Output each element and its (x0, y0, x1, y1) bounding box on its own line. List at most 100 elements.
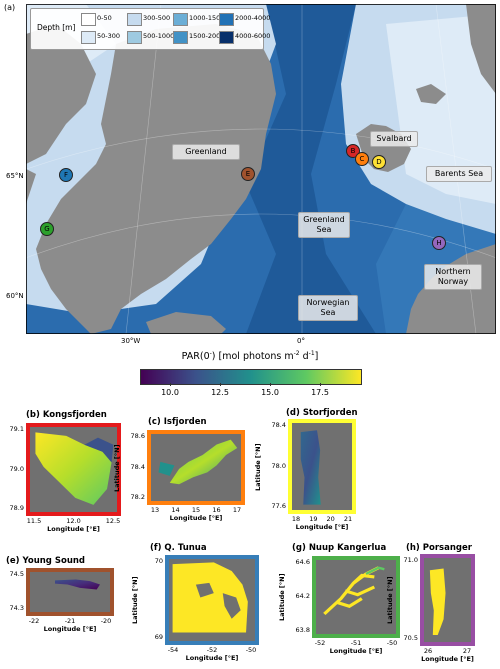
y-tick-label: 79.1 (9, 425, 24, 433)
panel-title-b-kongsfjorden: (b) Kongsfjorden (26, 410, 107, 420)
colorbar-tick (320, 383, 321, 386)
lon-label-0: 0° (297, 337, 305, 345)
land-canada-south (26, 169, 36, 204)
panel-title-g-nuup-kangerlua: (g) Nuup Kangerlua (292, 543, 387, 553)
legend-swatch (127, 31, 142, 44)
colorbar-tick-label: 17.5 (311, 388, 329, 397)
x-tick-label: 14 (171, 506, 180, 514)
panel-title-h-porsanger: (h) Porsanger (406, 543, 472, 553)
region-label: Greenland (172, 144, 240, 160)
station-marker-f[interactable]: F (59, 168, 73, 182)
x-axis-label: Longitude [°E] (47, 525, 100, 533)
panel-c-isfjorden (147, 430, 245, 505)
legend-swatch (127, 13, 142, 26)
y-tick-label: 70.5 (403, 634, 418, 642)
y-axis-label: Latitude [°N] (254, 442, 262, 491)
x-tick-label: 11.5 (26, 517, 42, 525)
x-tick-label: -20 (100, 617, 112, 625)
y-axis-label: Latitude [°N] (113, 443, 121, 492)
x-tick-label: 18 (291, 515, 301, 523)
legend-bin-label: 50-300 (97, 32, 121, 40)
panel-title-e-young-sound: (e) Young Sound (6, 556, 86, 566)
region-label: Northern Norway (424, 264, 482, 290)
x-tick-label: 20 (326, 515, 335, 523)
lat-label-65: 65°N (6, 172, 24, 180)
x-axis-label: Longitude [°E] (295, 523, 349, 531)
depth-legend: Depth [m] 0-50 300-500 1000-1500 2000-4000 5… (30, 8, 270, 50)
x-tick-label: -51 (350, 639, 362, 647)
panel-title-d-storfjorden: (d) Storfjorden (286, 408, 358, 418)
panel-f-q-tunua (165, 555, 259, 645)
y-tick-label: 78.4 (271, 421, 286, 429)
region-label: Barents Sea (426, 166, 492, 182)
y-tick-label: 63.8 (295, 626, 310, 634)
panel-g-nuup-kangerlua (312, 556, 400, 638)
panel-d-storfjorden (288, 419, 356, 514)
legend-bin-label: 1500-2000 (189, 32, 225, 40)
x-tick-label: 26 (423, 647, 433, 655)
x-axis-label: Longitude [°E] (43, 625, 97, 633)
legend-bin-label: 2000-4000 (235, 14, 271, 22)
colorbar-label: PAR(0-) [mol photons m-2 d-1] (181, 350, 319, 363)
x-tick-label: 12.5 (105, 517, 121, 525)
station-marker-h[interactable]: H (432, 236, 446, 250)
main-map: (a) Depth [m] 0-50 300-500 1000-1500 2000-4… (4, 3, 496, 334)
y-axis-label: Latitude [°N] (131, 576, 139, 624)
y-tick-label: 78.4 (130, 462, 145, 471)
legend-title: Depth [m] (37, 23, 76, 32)
legend-swatch (81, 13, 96, 26)
x-axis-label: Longitude [°E] (421, 655, 474, 663)
y-tick-label: 70 (154, 557, 163, 565)
colorbar (140, 369, 362, 385)
x-tick-label: -22 (28, 617, 40, 625)
station-marker-d[interactable]: D (372, 155, 386, 169)
legend-bin-label: 4000-6000 (235, 32, 271, 40)
colorbar-tick-label: 12.5 (211, 388, 229, 397)
x-tick-label: -21 (64, 617, 76, 625)
colorbar-tick (170, 383, 171, 386)
ocean-basin (246, 4, 376, 334)
land-canada (26, 24, 96, 164)
panel-b-kongsfjorden (26, 423, 121, 516)
y-tick-label: 77.6 (271, 502, 286, 510)
lat-label-60: 60°N (6, 292, 24, 300)
panel-map (172, 562, 248, 633)
y-tick-label: 74.5 (9, 570, 24, 578)
land-greenland (36, 24, 276, 334)
x-tick-label: 12.0 (66, 517, 81, 525)
panel-map (35, 432, 114, 505)
y-tick-label: 79.0 (9, 464, 24, 473)
legend-swatch (173, 31, 188, 44)
lon-label-30w: 30°W (121, 337, 141, 345)
y-tick-label: 78.2 (130, 493, 145, 501)
y-tick-label: 74.3 (9, 604, 24, 612)
station-marker-e[interactable]: E (241, 167, 255, 181)
colorbar-tick (220, 383, 221, 386)
y-tick-label: 78.6 (130, 432, 145, 440)
panel-title-c-isfjorden: (c) Isfjorden (148, 417, 207, 427)
map-panel-label: (a) (4, 3, 16, 12)
station-marker-c[interactable]: C (355, 152, 369, 166)
panel-map (323, 566, 385, 616)
x-tick-label: -50 (386, 639, 398, 647)
legend-bin-label: 300-500 (143, 14, 171, 22)
y-tick-label: 78.9 (9, 504, 24, 512)
station-marker-g[interactable]: G (40, 222, 54, 236)
legend-bin-label: 1000-1500 (189, 14, 225, 22)
x-tick-label: 13 (150, 506, 160, 514)
legend-bin-label: 500-1000 (143, 32, 175, 40)
x-axis-label: Longitude [°E] (185, 654, 239, 662)
y-tick-label: 69 (154, 633, 163, 641)
legend-swatch (81, 31, 96, 44)
land-iceland (146, 312, 226, 334)
legend-swatch (219, 31, 234, 44)
x-tick-label: 16 (212, 506, 221, 514)
panel-map (55, 579, 100, 590)
panel-map (158, 439, 238, 485)
x-tick-label: 27 (462, 647, 472, 655)
colorbar-tick-label: 10.0 (161, 388, 179, 397)
panel-e-young-sound (26, 568, 114, 616)
x-tick-label: 21 (343, 515, 353, 523)
y-tick-label: 71.0 (403, 556, 418, 564)
land-franz-josef (416, 84, 446, 104)
